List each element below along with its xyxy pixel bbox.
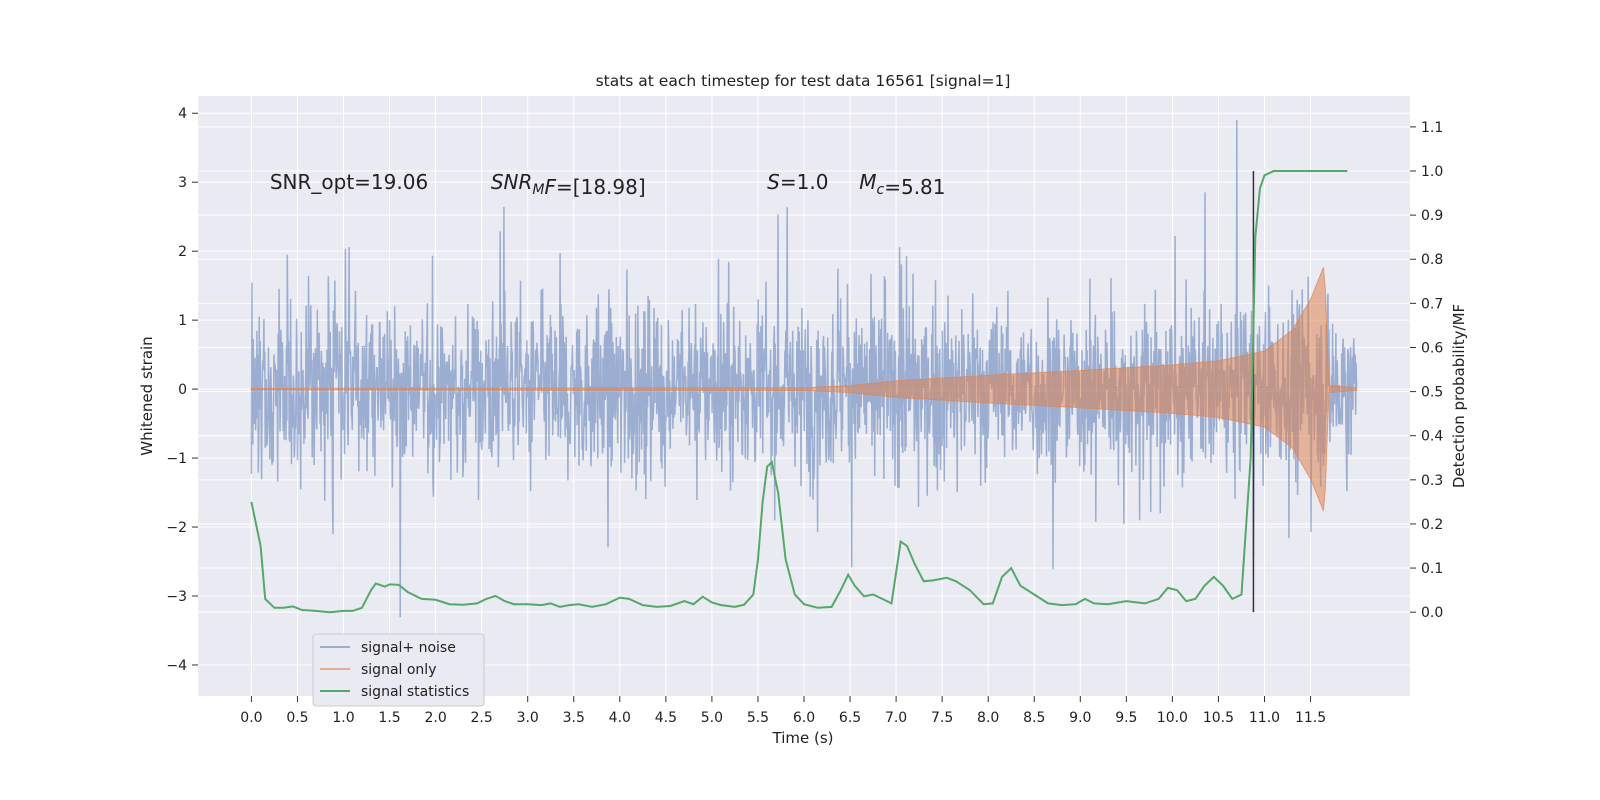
y2-tick-label: 0.0 <box>1421 605 1443 621</box>
y-tick-label: −2 <box>166 520 187 536</box>
x-tick-label: 2.0 <box>424 710 446 726</box>
y2-tick-label: 0.5 <box>1421 385 1443 401</box>
y2-tick-label: 0.4 <box>1421 429 1443 445</box>
legend-box <box>312 633 485 707</box>
x-tick-label: 0.5 <box>286 710 308 726</box>
annotation-s-value: S=1.0 <box>767 170 828 194</box>
y-tick-label: −4 <box>166 658 187 674</box>
x-tick-label: 7.5 <box>931 710 953 726</box>
x-tick-label: 10.0 <box>1157 710 1188 726</box>
y2-tick-label: 1.0 <box>1421 164 1443 180</box>
signal-series <box>250 267 1358 512</box>
y2-tick-label: 0.2 <box>1421 517 1443 533</box>
legend-label-signal: signal only <box>361 662 436 678</box>
x-tick-label: 3.5 <box>563 710 585 726</box>
y-tick-label: −1 <box>166 451 187 467</box>
y2-tick-label: 0.8 <box>1421 252 1443 268</box>
y-tick-label: 3 <box>178 175 187 191</box>
x-tick-label: 0.0 <box>240 710 262 726</box>
stats-line <box>250 170 1348 614</box>
annotation-mc-value: Mc=5.81 <box>859 170 945 199</box>
chart-title: stats at each timestep for test data 165… <box>596 72 1011 90</box>
y-tick-label: 0 <box>178 382 187 398</box>
x-tick-label: 6.0 <box>793 710 815 726</box>
annotation-snr-mf: SNRMF=[18.98] <box>491 170 646 199</box>
x-tick-label: 3.0 <box>517 710 539 726</box>
x-tick-label: 11.0 <box>1249 710 1280 726</box>
y2-axis-ticks: 1.1 1.0 0.9 0.8 0.7 0.6 0.5 0.4 0.3 0.2 0.1 0.0 <box>1410 120 1443 621</box>
x-tick-label: 11.5 <box>1295 710 1326 726</box>
y2-axis-label: Detection probability/MF <box>1450 304 1468 488</box>
y2-tick-label: 1.1 <box>1421 120 1443 136</box>
x-tick-label: 8.5 <box>1023 710 1045 726</box>
y-tick-label: −3 <box>166 589 187 605</box>
y-axis-label: Whitened strain <box>138 336 156 455</box>
y-axis-ticks: 4 3 2 1 0 −1 −2 −3 −4 <box>166 106 198 674</box>
x-tick-label: 1.5 <box>378 710 400 726</box>
x-tick-label: 1.0 <box>332 710 354 726</box>
y2-tick-label: 0.7 <box>1421 296 1443 312</box>
x-tick-label: 4.0 <box>609 710 631 726</box>
x-tick-label: 10.5 <box>1203 710 1234 726</box>
x-axis-ticks: 0.0 0.5 1.0 1.5 2.0 2.5 3.0 3.5 4.0 4.5 5.0 5.5 6.0 6… <box>240 696 1326 726</box>
x-tick-label: 7.0 <box>885 710 907 726</box>
x-tick-label: 4.5 <box>655 710 677 726</box>
x-tick-label: 8.0 <box>977 710 999 726</box>
x-tick-label: 5.5 <box>747 710 769 726</box>
y2-tick-label: 0.9 <box>1421 208 1443 224</box>
y-tick-label: 1 <box>178 313 187 329</box>
stats-series <box>250 170 1348 614</box>
x-tick-label: 9.5 <box>1115 710 1137 726</box>
y2-tick-label: 0.6 <box>1421 340 1443 356</box>
legend: signal+ noise signal only signal statist… <box>312 633 485 707</box>
legend-label-noise: signal+ noise <box>361 640 456 656</box>
x-tick-label: 6.5 <box>839 710 861 726</box>
y2-tick-label: 0.1 <box>1421 561 1443 577</box>
y-tick-label: 4 <box>178 106 187 122</box>
x-tick-label: 9.0 <box>1069 710 1091 726</box>
x-tick-label: 5.0 <box>701 710 723 726</box>
x-tick-label: 2.5 <box>471 710 493 726</box>
annotations: SNR_opt=19.06 SNRMF=[18.98] S=1.0 Mc=5.81 <box>270 170 946 199</box>
legend-label-stats: signal statistics <box>361 684 469 700</box>
y2-tick-label: 0.3 <box>1421 473 1443 489</box>
annotation-snr-opt: SNR_opt=19.06 <box>270 170 428 194</box>
signal-band <box>250 267 1358 512</box>
y-tick-label: 2 <box>178 244 187 260</box>
x-axis-label: Time (s) <box>772 729 834 747</box>
